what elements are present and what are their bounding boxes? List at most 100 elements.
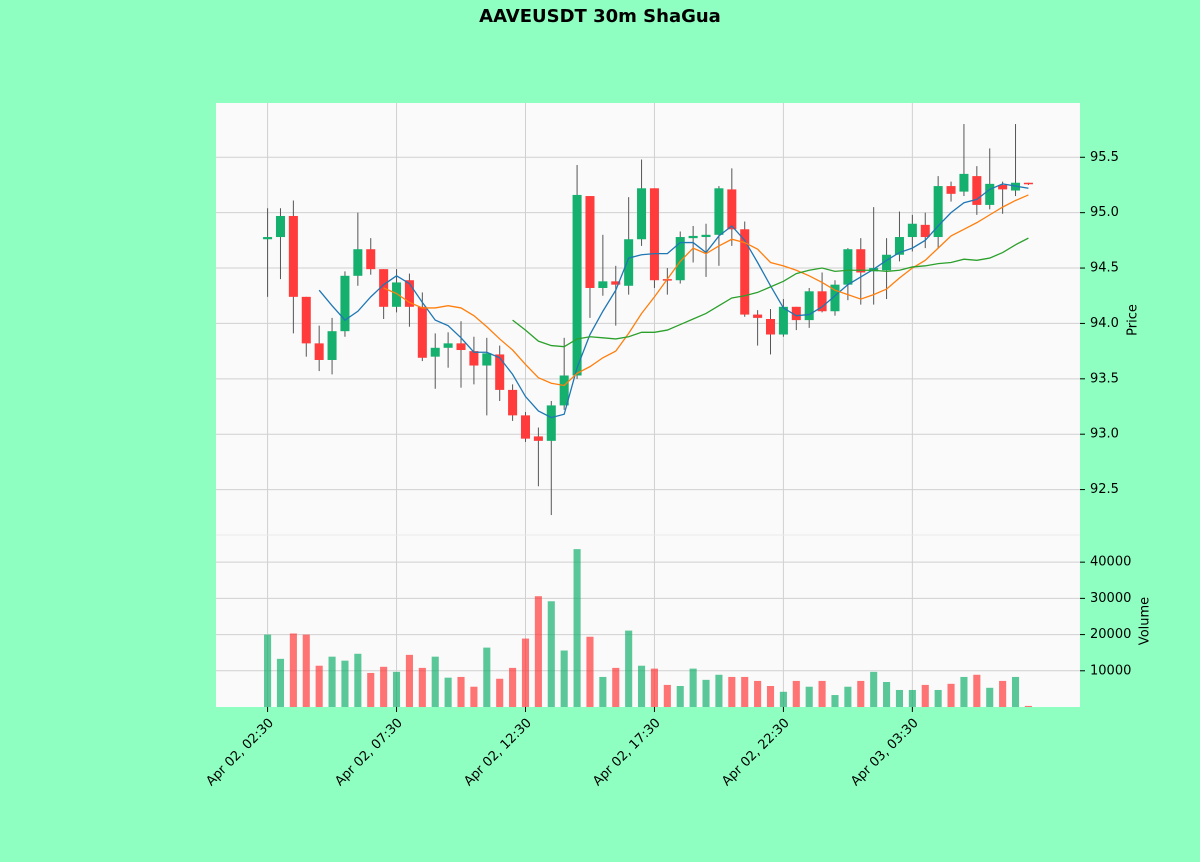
candle-body bbox=[585, 196, 595, 288]
candle-body bbox=[701, 234, 711, 238]
candle-body bbox=[430, 347, 440, 357]
volume-bar bbox=[573, 549, 581, 707]
moving-average-line bbox=[383, 194, 1029, 387]
candle-body bbox=[263, 237, 273, 240]
candle-body bbox=[959, 173, 969, 192]
candle-body bbox=[366, 249, 376, 270]
x-tick-label: Apr 02, 07:30 bbox=[332, 716, 405, 789]
candle-body bbox=[327, 331, 337, 360]
volume-bar bbox=[392, 671, 401, 707]
moving-average-line bbox=[512, 237, 1029, 348]
volume-bar bbox=[831, 695, 839, 707]
volume-bar bbox=[418, 667, 426, 707]
candle-body bbox=[572, 194, 582, 376]
moving-average-line bbox=[318, 183, 1029, 419]
candle-body bbox=[753, 314, 763, 318]
volume-bar bbox=[457, 676, 465, 707]
volume-bar bbox=[599, 676, 607, 707]
volume-bar bbox=[612, 667, 620, 707]
candle-body bbox=[301, 296, 311, 344]
x-tick-label: Apr 03, 03:30 bbox=[848, 716, 921, 789]
candle-body bbox=[972, 176, 982, 205]
volume-bar bbox=[302, 634, 310, 707]
candle-body bbox=[469, 351, 479, 366]
volume-bar bbox=[715, 674, 723, 707]
volume-bar bbox=[521, 638, 530, 707]
volume-bar bbox=[728, 676, 736, 707]
y-tick-label: 92.5 bbox=[1090, 482, 1119, 497]
volume-bar bbox=[883, 682, 891, 707]
volume-bar bbox=[986, 687, 994, 707]
volume-bar bbox=[870, 671, 878, 707]
volume-bar bbox=[367, 672, 375, 707]
volume-bar bbox=[818, 680, 826, 707]
candle-body bbox=[843, 249, 853, 285]
x-tick-label: Apr 02, 22:30 bbox=[719, 716, 792, 789]
volume-bar bbox=[921, 684, 929, 707]
volume-tick-label: 10000 bbox=[1090, 663, 1131, 678]
candle-body bbox=[830, 284, 840, 312]
candle-body bbox=[688, 235, 698, 239]
volume-bar bbox=[805, 686, 813, 707]
y-tick-label: 94.0 bbox=[1090, 316, 1119, 331]
volume-bar bbox=[960, 676, 968, 707]
volume-tick-label: 30000 bbox=[1090, 591, 1131, 606]
volume-bar bbox=[999, 680, 1007, 707]
candle-body bbox=[443, 343, 453, 348]
volume-bar bbox=[676, 685, 684, 707]
volume-bar bbox=[560, 650, 568, 707]
volume-bar bbox=[741, 676, 749, 707]
candle-body bbox=[559, 375, 569, 406]
candle-body bbox=[456, 343, 466, 351]
volume-bar bbox=[934, 689, 942, 707]
volume-bar bbox=[766, 685, 775, 707]
volume-bar bbox=[341, 660, 349, 707]
candle-body bbox=[598, 281, 608, 288]
volume-bar bbox=[470, 686, 478, 707]
volume-bar bbox=[276, 658, 285, 707]
candle-body bbox=[392, 282, 402, 307]
y-axis-label: Price bbox=[1126, 304, 1141, 336]
candle-body bbox=[727, 189, 737, 230]
x-tick-label: Apr 02, 02:30 bbox=[203, 716, 276, 789]
volume-bar bbox=[857, 680, 865, 707]
volume-bar bbox=[1024, 705, 1032, 707]
y-tick-label: 95.5 bbox=[1090, 150, 1119, 165]
volume-bar bbox=[380, 666, 388, 707]
candle-body bbox=[985, 183, 995, 205]
volume-bar bbox=[638, 665, 646, 707]
candle-body bbox=[920, 224, 930, 238]
candle-body bbox=[533, 436, 543, 441]
volume-bar bbox=[908, 689, 916, 707]
volume-bar bbox=[663, 684, 671, 707]
volume-bar bbox=[328, 656, 336, 707]
candle-body bbox=[882, 254, 892, 271]
candle-body bbox=[714, 188, 724, 235]
volume-bar bbox=[947, 683, 955, 707]
volume-bar bbox=[509, 667, 517, 707]
candle-body bbox=[495, 354, 505, 390]
volume-bar bbox=[779, 691, 787, 707]
candle-body bbox=[353, 249, 363, 276]
volume-axis-label: Volume bbox=[1138, 597, 1153, 645]
volume-bar bbox=[650, 668, 658, 707]
candle-body bbox=[637, 188, 647, 240]
volume-bar bbox=[354, 653, 362, 707]
candle-body bbox=[894, 237, 904, 255]
y-tick-label: 95.0 bbox=[1090, 205, 1119, 220]
volume-bar bbox=[689, 668, 697, 707]
candle-body bbox=[740, 229, 750, 315]
volume-bar bbox=[483, 647, 491, 707]
candle-body bbox=[520, 415, 531, 439]
candle-body bbox=[804, 291, 814, 321]
volume-bar bbox=[754, 680, 762, 707]
candle-body bbox=[649, 188, 659, 281]
volume-bar bbox=[534, 596, 542, 707]
volume-bar bbox=[405, 654, 413, 707]
candle-body bbox=[907, 223, 917, 238]
volume-bar bbox=[315, 665, 323, 707]
x-tick-label: Apr 02, 17:30 bbox=[590, 716, 663, 789]
volume-bar bbox=[431, 656, 439, 707]
volume-bar bbox=[444, 677, 452, 707]
